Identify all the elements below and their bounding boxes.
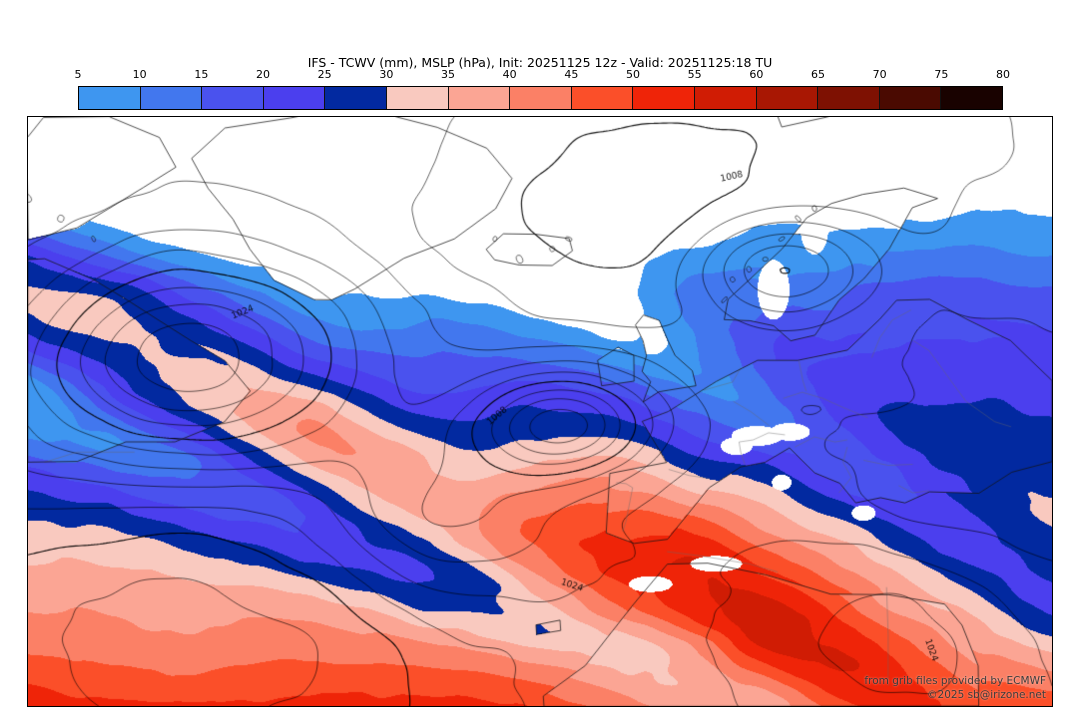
colorbar-segment-5-10	[79, 87, 141, 109]
page-title: IFS - TCWV (mm), MSLP (hPa), Init: 20251…	[307, 55, 773, 70]
colorbar-tick-5: 5	[74, 68, 82, 81]
colorbar-segment-20-25	[263, 87, 326, 109]
colorbar-tick-15: 15	[194, 68, 209, 81]
colorbar-segment-75-80	[941, 87, 1002, 109]
colorbar-tick-75: 75	[934, 68, 949, 81]
colorbar-legend: 5 10 15 20 25 30 35 40 45 50 55 60 65 70 75 80	[74, 68, 1011, 112]
colorbar-tick-50: 50	[626, 68, 640, 81]
colorbar-segment-30-35	[386, 87, 449, 109]
colorbar-segment-25-30	[325, 87, 387, 109]
colorbar-tick-60: 60	[749, 68, 764, 81]
colorbar-tick-70: 70	[872, 68, 887, 81]
colorbar-segment-50-55	[633, 87, 695, 109]
colorbar-segment-65-70	[818, 87, 880, 109]
colorbar-tick-20: 20	[256, 68, 270, 81]
colorbar-segment-40-45	[510, 87, 572, 109]
colorbar-segment-10-15	[140, 87, 203, 109]
colorbar-tick-65: 65	[811, 68, 825, 81]
colorbar-tick-35: 35	[441, 68, 455, 81]
colorbar-tick-40: 40	[502, 68, 517, 81]
colorbar-tick-45: 45	[564, 68, 579, 81]
colorbar-segment-45-50	[571, 87, 634, 109]
colorbar-tick-30: 30	[379, 68, 394, 81]
colorbar-segment-60-65	[756, 87, 819, 109]
colorbar-tick-labels: 5 10 15 20 25 30 35 40 45 50 55 60 65 70 75 80	[74, 68, 1011, 84]
colorbar-segment-55-60	[694, 87, 757, 109]
colorbar-segment-15-20	[202, 87, 264, 109]
weather-map-canvas[interactable]	[28, 117, 1052, 706]
colorbar-tick-10: 10	[132, 68, 147, 81]
colorbar-gradient-bar	[78, 86, 1003, 110]
colorbar-tick-80: 80	[996, 68, 1010, 81]
colorbar-segment-70-75	[879, 87, 942, 109]
colorbar-tick-25: 25	[317, 68, 332, 81]
colorbar-tick-55: 55	[687, 68, 702, 81]
map-plot-area[interactable]: from grib files provided by ECMWF ©2025 …	[27, 116, 1053, 707]
colorbar-segment-35-40	[448, 87, 511, 109]
